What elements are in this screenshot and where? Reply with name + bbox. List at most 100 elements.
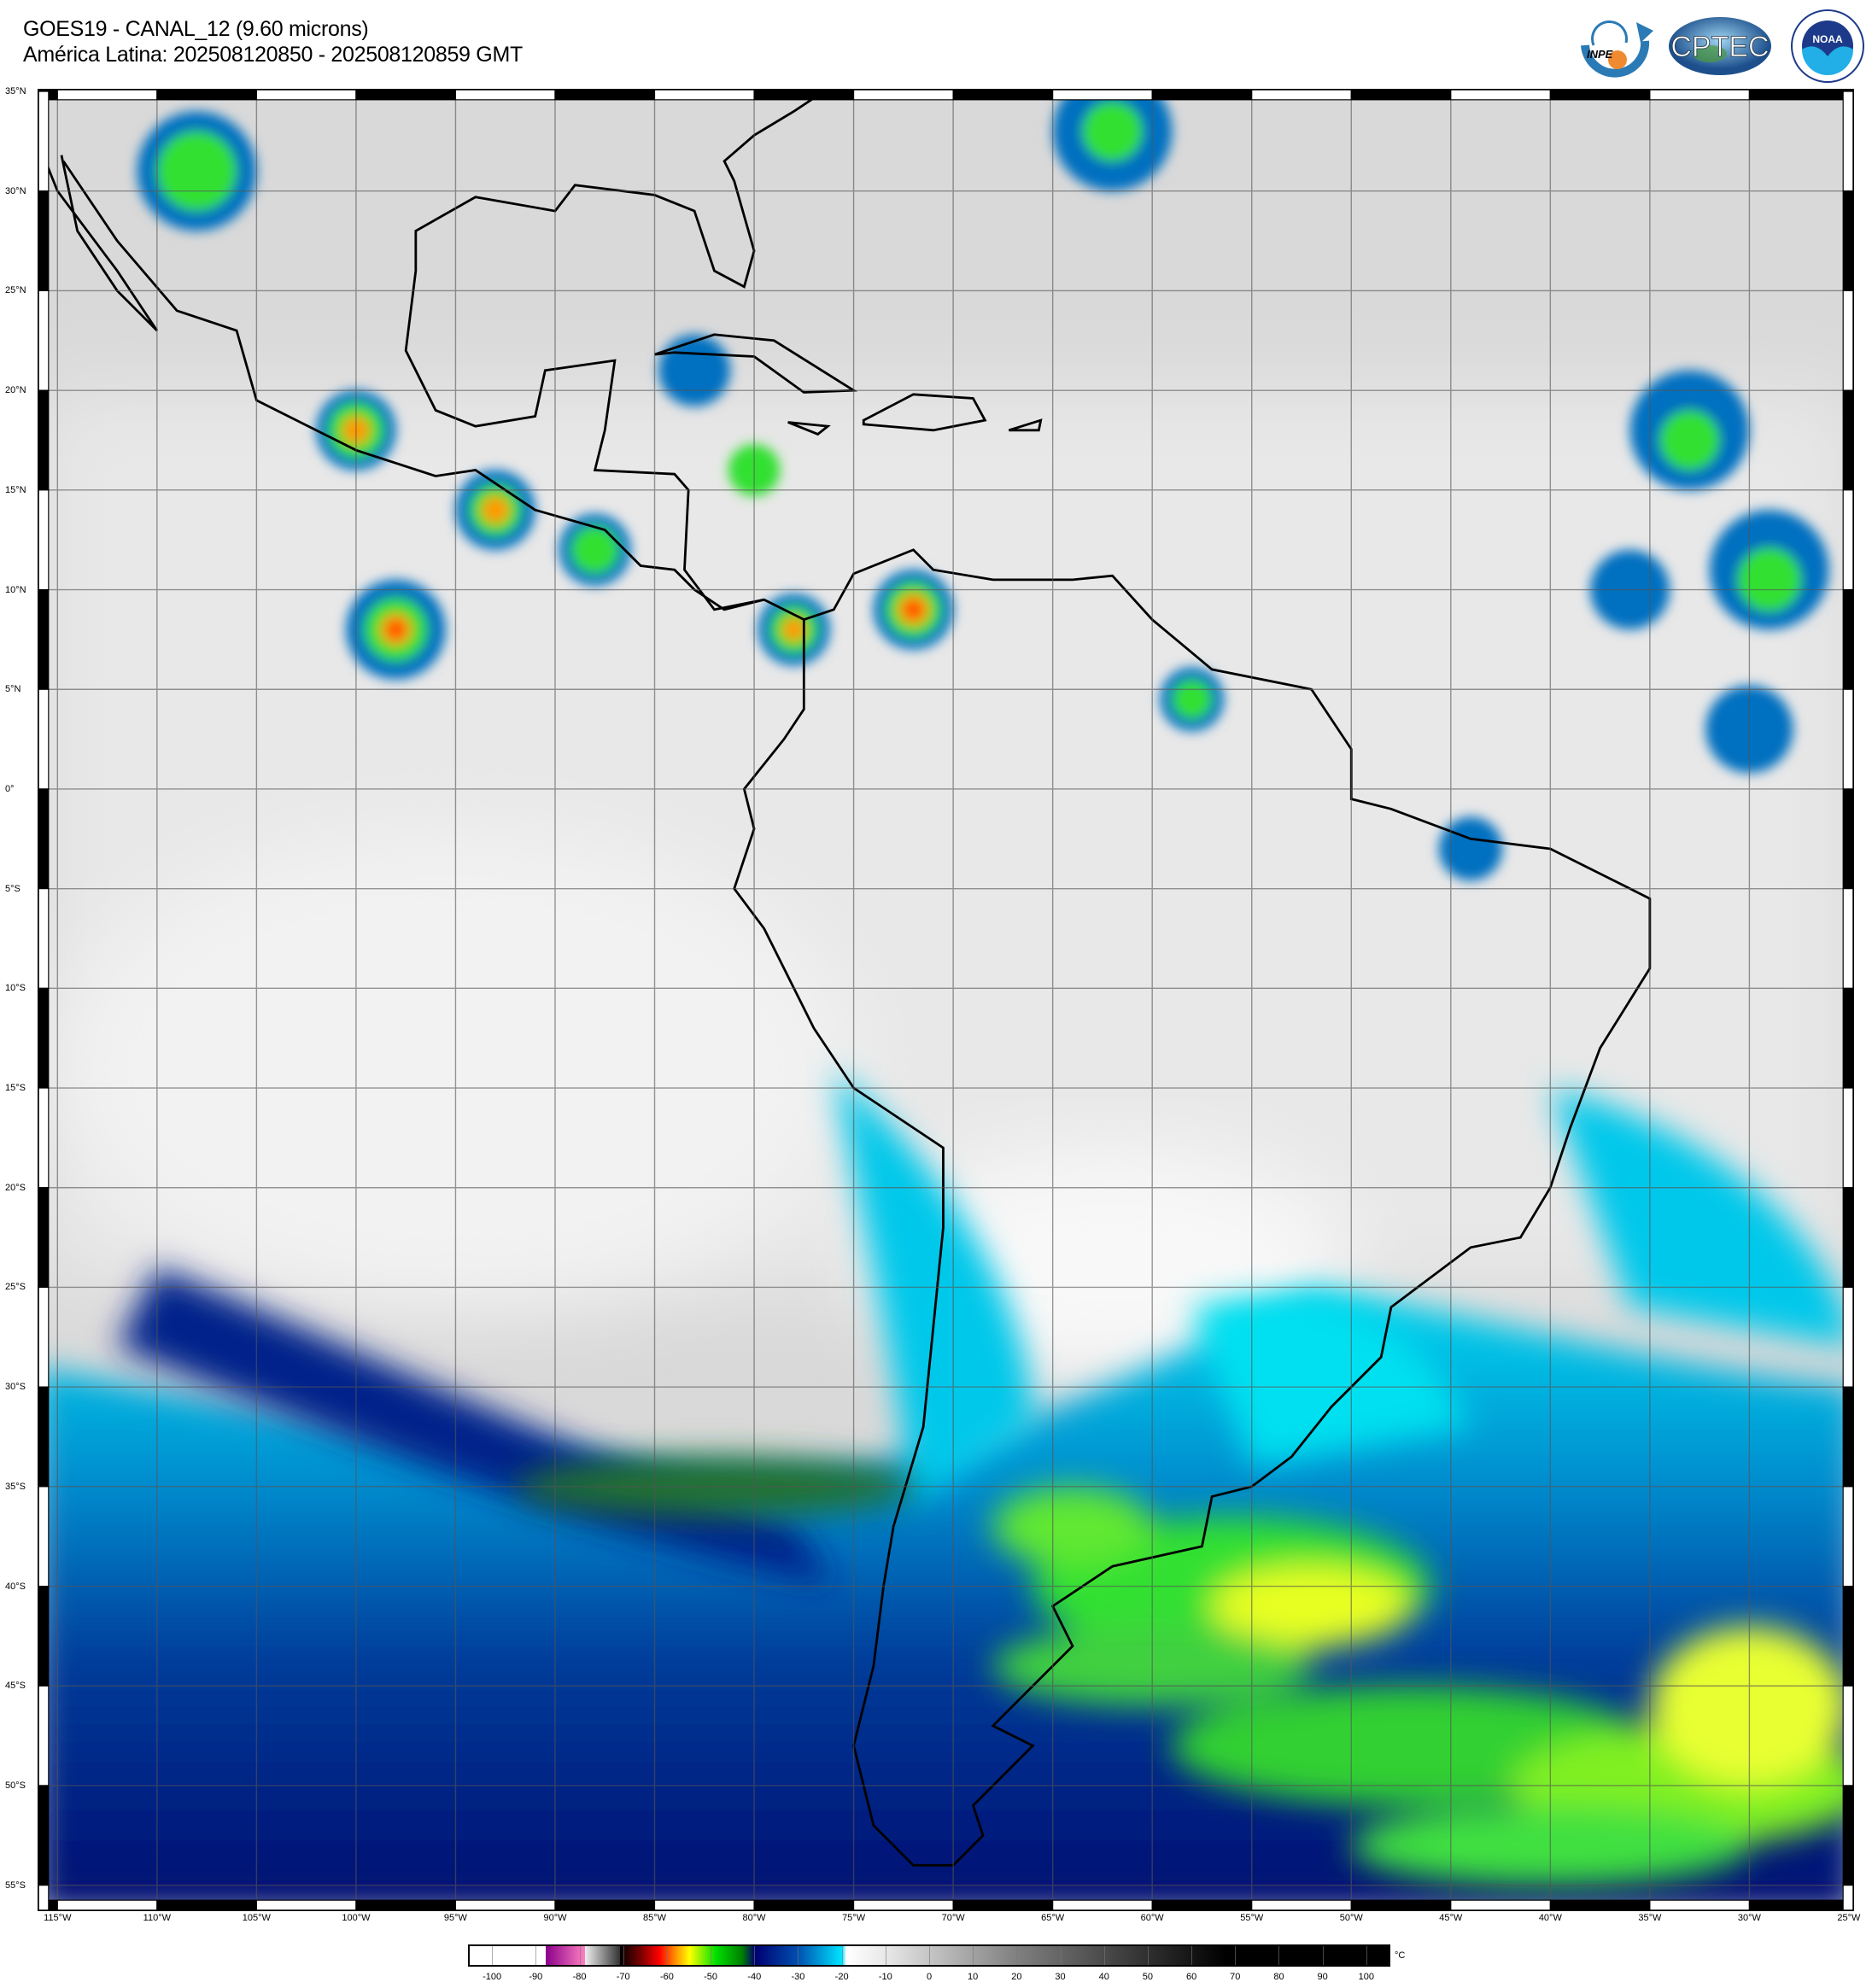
colorbar-tick-label: -90 [529, 1972, 543, 1982]
colorbar-tick-line [1191, 1946, 1193, 1965]
frame-segment [1842, 91, 1854, 192]
frame-segment [1052, 89, 1153, 101]
colorbar-tick-label: 90 [1317, 1972, 1328, 1982]
colorbar-tick-label: 10 [968, 1972, 979, 1982]
longitude-label: 95°W [443, 1913, 467, 1923]
frame-segment [156, 89, 257, 101]
colorbar-tick-label: -10 [878, 1972, 892, 1982]
latitude-label: 55°S [5, 1880, 26, 1891]
frame-segment [1251, 89, 1352, 101]
colorbar-tick-line [1147, 1946, 1149, 1965]
longitude-label: 40°W [1538, 1913, 1562, 1923]
latitude-label: 25°N [5, 285, 26, 296]
colorbar-tick-line [1366, 1946, 1367, 1965]
frame-segment [255, 89, 357, 101]
colorbar-tick-label: 50 [1142, 1972, 1154, 1982]
latitude-label: 10°S [5, 983, 26, 994]
latitude-label: 5°S [5, 883, 20, 894]
latitude-label: 15°S [5, 1083, 26, 1094]
frame-segment [1842, 788, 1854, 890]
frame-segment [38, 1685, 50, 1786]
colorbar-tick-label: -60 [659, 1972, 674, 1982]
image-subtitle: América Latina: 202508120850 - 202508120… [23, 43, 523, 67]
frame-segment [56, 89, 158, 101]
colorbar-tick-label: 70 [1230, 1972, 1241, 1982]
satellite-map[interactable] [38, 89, 1854, 1911]
longitude-label: 80°W [742, 1913, 766, 1923]
longitude-label: 115°W [44, 1913, 72, 1923]
longitude-label: 25°W [1837, 1913, 1861, 1923]
frame-segment [753, 89, 855, 101]
colorbar-tick-label: -40 [747, 1972, 762, 1982]
colorbar-tick-label: 20 [1011, 1972, 1022, 1982]
frame-segment [1842, 1286, 1854, 1388]
frame-segment [1842, 1386, 1854, 1488]
latitude-label: 20°S [5, 1182, 26, 1193]
frame-segment [255, 1899, 357, 1911]
latitude-label: 20°N [5, 385, 26, 396]
frame-segment [1842, 688, 1854, 790]
frame-segment [653, 89, 755, 101]
colorbar-tick-label: 0 [926, 1972, 933, 1982]
frame-segment [1450, 1899, 1551, 1911]
colorbar-tick-label: -70 [616, 1972, 630, 1982]
frame-segment [454, 1899, 556, 1911]
longitude-label: 110°W [143, 1913, 171, 1923]
noaa-logo: NOAA [1791, 9, 1864, 83]
frame-segment [1842, 190, 1854, 292]
frame-segment [853, 89, 954, 101]
frame-segment [1842, 1785, 1854, 1886]
colorbar-tick-label: -30 [791, 1972, 805, 1982]
longitude-label: 70°W [941, 1913, 965, 1923]
colorbar-tick-line [798, 1946, 799, 1965]
latitude-label: 35°S [5, 1481, 26, 1492]
latitude-label: 15°N [5, 484, 26, 495]
latitude-label: 30°N [5, 185, 26, 196]
frame-segment [1842, 1087, 1854, 1189]
svg-text:INPE: INPE [1587, 48, 1613, 61]
colorbar-tick-line [535, 1946, 537, 1965]
colorbar-tick-line [1278, 1946, 1280, 1965]
longitude-label: 65°W [1041, 1913, 1065, 1923]
frame-segment [554, 89, 656, 101]
frame-segment [853, 1899, 954, 1911]
colorbar-tick-line [1235, 1946, 1237, 1965]
frame-segment [1052, 1899, 1153, 1911]
frame-segment [38, 489, 50, 591]
frame-segment [1842, 987, 1854, 1089]
latitude-label: 40°S [5, 1581, 26, 1592]
frame-segment [1842, 888, 1854, 989]
colorbar-tick-line [1322, 1946, 1324, 1965]
image-title: GOES19 - CANAL_12 (9.60 microns) [23, 17, 369, 41]
map-frame [38, 89, 1854, 1911]
frame-segment [38, 1785, 50, 1886]
colorbar-tick-label: 30 [1055, 1972, 1066, 1982]
tropical-convection [137, 89, 1829, 881]
frame-segment [1549, 1899, 1651, 1911]
frame-segment [952, 89, 1054, 101]
latitude-label: 0° [5, 783, 15, 794]
frame-segment [1549, 89, 1651, 101]
frame-segment [38, 588, 50, 690]
colorbar-tick-line [929, 1946, 930, 1965]
colorbar-tick-line [1016, 1946, 1018, 1965]
longitude-label: 105°W [242, 1913, 271, 1923]
frame-segment [38, 688, 50, 790]
graticule [38, 89, 1854, 1911]
frame-segment [38, 190, 50, 292]
longitude-label: 75°W [842, 1913, 866, 1923]
frame-segment [1842, 1685, 1854, 1786]
colorbar-tick-line [754, 1946, 756, 1965]
frame-segment [38, 1087, 50, 1189]
colorbar-tick-label: 40 [1098, 1972, 1109, 1982]
colorbar-tick-label: -50 [704, 1972, 718, 1982]
frame-segment [1842, 1885, 1854, 1911]
longitude-label: 35°W [1638, 1913, 1662, 1923]
colorbar-tick-line [973, 1946, 974, 1965]
frame-segment [1151, 1899, 1253, 1911]
longitude-label: 100°W [342, 1913, 371, 1923]
longitude-label: 60°W [1140, 1913, 1164, 1923]
frame-segment [1251, 1899, 1352, 1911]
longitude-label: 30°W [1737, 1913, 1761, 1923]
frame-segment [156, 1899, 257, 1911]
